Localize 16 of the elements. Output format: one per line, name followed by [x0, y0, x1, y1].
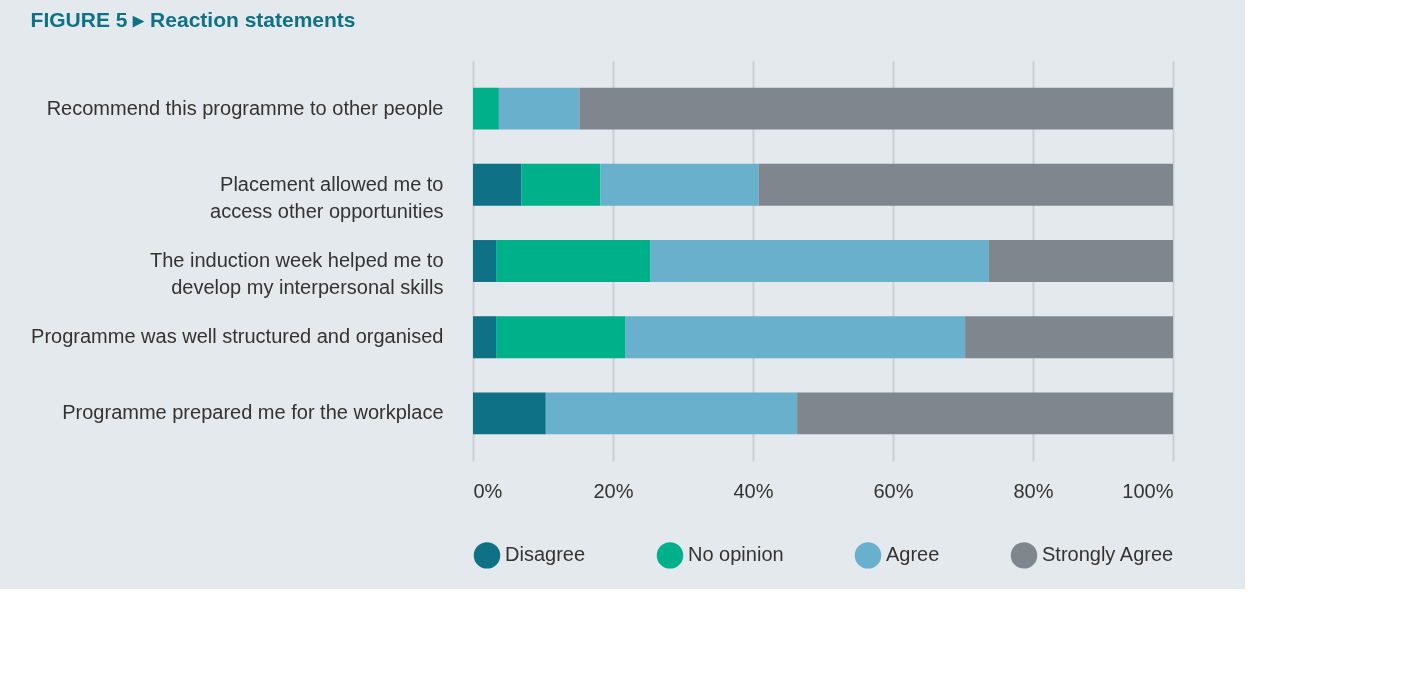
legend-label: Agree	[886, 543, 940, 566]
legend-label: Strongly Agree	[1042, 543, 1174, 566]
x-tick-label: 100%	[1122, 479, 1174, 502]
legend-label: No opinion	[688, 543, 784, 566]
y-tick-label: Programme prepared me for the workplace	[62, 401, 444, 424]
y-tick-label: Placement allowed me to access other opportunities	[210, 172, 444, 222]
x-tick-label: 20%	[593, 479, 634, 502]
x-tick-label: 0%	[473, 479, 503, 502]
y-tick-label: Programme was well structured and organised	[31, 325, 444, 348]
x-tick-label: 40%	[733, 479, 774, 502]
y-tick-label: Recommend this programme to other people	[46, 96, 444, 119]
x-tick-label: 80%	[1013, 479, 1054, 502]
text: FIGURE 5 ▸ Reaction statements	[30, 8, 356, 31]
x-tick-label: 60%	[873, 479, 914, 502]
y-tick-label: The induction week helped me to develop my interpersonal skills	[149, 249, 444, 298]
legend-label: Disagree	[505, 543, 586, 566]
